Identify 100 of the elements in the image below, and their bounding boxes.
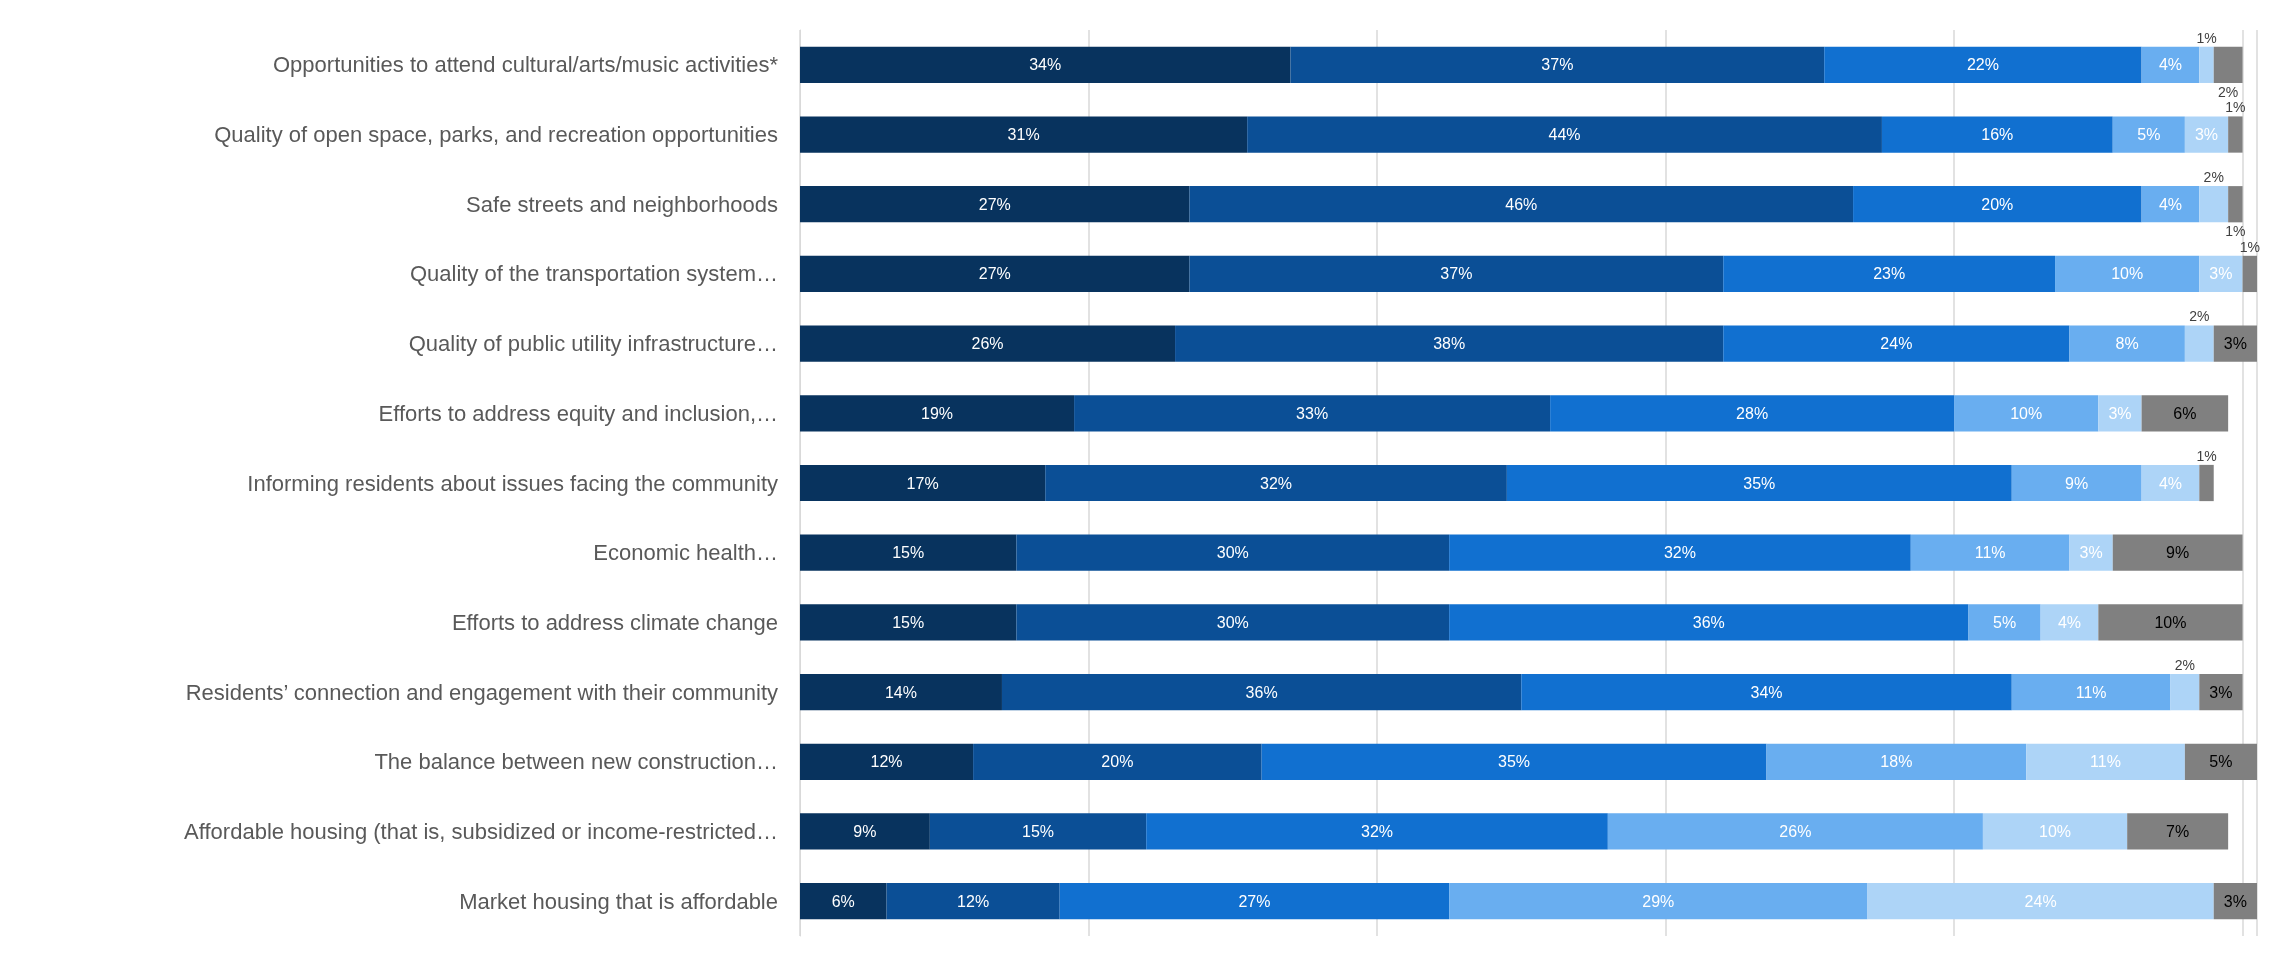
data-label: 17% <box>906 474 939 492</box>
bar <box>800 116 1248 153</box>
bar <box>800 46 1291 83</box>
bar <box>1954 395 2099 432</box>
y-tick-label: Informing residents about issues facing the community <box>247 470 778 496</box>
data-label: 36% <box>1692 613 1725 631</box>
data-label: 37% <box>1440 265 1473 283</box>
bar <box>2184 325 2214 362</box>
bar <box>2228 186 2243 223</box>
data-label: 2% <box>2174 656 2195 673</box>
bar <box>2170 673 2200 711</box>
data-label: 3% <box>2209 683 2233 701</box>
bar <box>2199 186 2229 223</box>
data-label: 23% <box>1873 265 1906 283</box>
data-label: 3% <box>2108 404 2132 422</box>
bar <box>1146 813 1608 850</box>
data-label: 1% <box>2196 447 2217 464</box>
bar <box>2098 604 2243 641</box>
bar <box>1881 116 2113 153</box>
bar <box>1853 186 2142 223</box>
bar <box>800 604 1017 641</box>
bar <box>1074 395 1551 432</box>
data-label: 1% <box>2225 223 2246 240</box>
bar <box>800 464 1046 502</box>
data-label: 29% <box>1642 892 1675 910</box>
data-label: 2% <box>2189 308 2210 325</box>
data-label: 16% <box>1981 126 2014 144</box>
bar <box>1824 46 2142 83</box>
bar <box>886 883 1060 920</box>
bar <box>2141 46 2200 83</box>
bar <box>1261 743 1767 780</box>
bar <box>1910 534 2070 571</box>
bar <box>1723 255 2056 293</box>
data-label: 7% <box>2166 822 2190 840</box>
bar <box>2213 325 2257 362</box>
y-tick-label: Residents’ connection and engagement with their community <box>185 679 778 705</box>
data-label: 10% <box>2154 613 2187 631</box>
data-label: 3% <box>2223 335 2247 353</box>
bar <box>2199 464 2214 502</box>
bar <box>1016 534 1450 571</box>
bar <box>800 325 1176 362</box>
bar <box>2098 395 2142 432</box>
data-label: 20% <box>1101 753 1134 771</box>
data-label: 38% <box>1433 335 1466 353</box>
data-label: 28% <box>1736 404 1769 422</box>
bar <box>800 883 887 920</box>
bar <box>1045 464 1507 502</box>
data-label: 3% <box>2209 265 2233 283</box>
data-label: 24% <box>1880 335 1913 353</box>
bar <box>1723 325 2070 362</box>
bar <box>1550 395 1955 432</box>
data-label: 14% <box>884 683 917 701</box>
y-tick-label: Safe streets and neighborhoods <box>466 191 778 217</box>
data-label: 27% <box>978 195 1011 213</box>
data-label: 2% <box>2218 83 2239 100</box>
bar <box>2242 255 2257 293</box>
data-label: 31% <box>1007 126 1040 144</box>
bar <box>1016 604 1450 641</box>
y-tick-label: Quality of public utility infrastructure… <box>408 331 778 357</box>
data-label: 24% <box>2024 892 2057 910</box>
bar <box>1607 813 1983 850</box>
y-tick-label: Efforts to address climate change <box>451 609 778 635</box>
bar <box>2184 116 2229 153</box>
data-label: 32% <box>1260 474 1293 492</box>
data-label: 10% <box>2039 822 2072 840</box>
data-label: 46% <box>1505 195 1538 213</box>
data-label: 12% <box>957 892 990 910</box>
data-label: 9% <box>853 822 877 840</box>
bar <box>1449 883 1868 920</box>
bar <box>1175 325 1724 362</box>
data-label: 9% <box>2166 544 2190 562</box>
bar <box>2069 534 2113 571</box>
data-label: 11% <box>1974 544 2006 562</box>
bar <box>2199 46 2214 83</box>
data-label: 44% <box>1548 126 1581 144</box>
data-label: 6% <box>2173 404 2197 422</box>
bar <box>1189 255 1724 293</box>
data-label: 10% <box>2111 265 2144 283</box>
data-label: 4% <box>2158 474 2183 492</box>
data-label: 11% <box>2090 753 2121 771</box>
data-label: 1% <box>2239 238 2260 255</box>
data-label: 32% <box>1361 822 1394 840</box>
bar <box>2055 255 2200 293</box>
bar <box>973 743 1262 780</box>
data-label: 35% <box>1498 753 1531 771</box>
bar <box>2228 116 2243 153</box>
bar <box>1506 464 2012 502</box>
bar <box>800 743 974 780</box>
data-label: 2% <box>2203 169 2224 186</box>
bar <box>800 813 930 850</box>
y-tick-label: Quality of open space, parks, and recreation opportunities <box>214 122 778 148</box>
y-tick-label: Efforts to address equity and inclusion,… <box>378 400 778 426</box>
y-tick-label: Market housing that is affordable <box>459 888 778 914</box>
data-label: 37% <box>1541 56 1574 74</box>
data-label: 4% <box>2057 613 2082 631</box>
bar <box>2011 464 2142 502</box>
data-label: 12% <box>870 753 903 771</box>
bar <box>2141 464 2200 502</box>
data-label: 15% <box>1022 822 1055 840</box>
data-label: 1% <box>2196 29 2217 46</box>
